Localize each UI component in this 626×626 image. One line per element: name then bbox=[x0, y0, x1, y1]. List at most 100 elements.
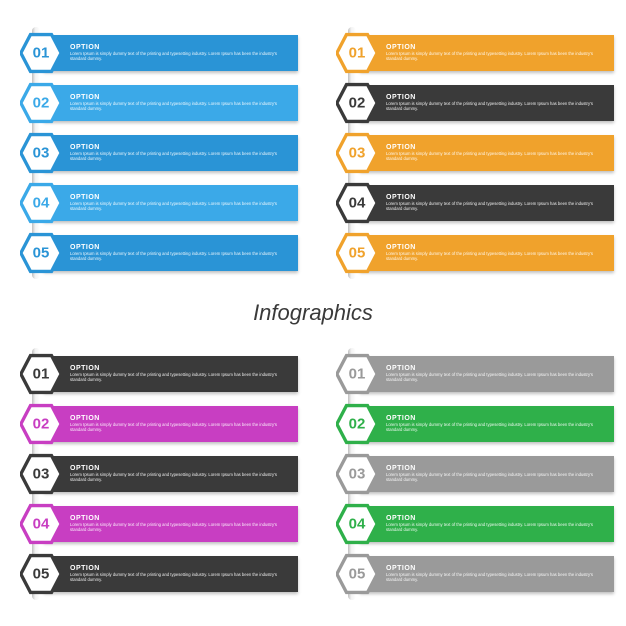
option-number: 03 bbox=[349, 465, 366, 482]
option-banner: OPTIONLorem Ipsum is simply dummy text o… bbox=[44, 356, 298, 392]
option-body: Lorem Ipsum is simply dummy text of the … bbox=[70, 151, 286, 162]
option-banner: OPTIONLorem Ipsum is simply dummy text o… bbox=[360, 35, 614, 71]
center-title: Infographics bbox=[253, 300, 373, 326]
option-title: OPTION bbox=[386, 244, 602, 251]
hex-badge: 05 bbox=[336, 553, 378, 595]
option-banner: OPTIONLorem Ipsum is simply dummy text o… bbox=[360, 506, 614, 542]
option-banner: OPTIONLorem Ipsum is simply dummy text o… bbox=[44, 556, 298, 592]
option-number: 04 bbox=[33, 194, 50, 211]
option-title: OPTION bbox=[70, 144, 286, 151]
option-body: Lorem Ipsum is simply dummy text of the … bbox=[386, 201, 602, 212]
option-number: 01 bbox=[33, 44, 50, 61]
option-title: OPTION bbox=[386, 144, 602, 151]
option-title: OPTION bbox=[70, 44, 286, 51]
option-body: Lorem Ipsum is simply dummy text of the … bbox=[386, 101, 602, 112]
option-number: 02 bbox=[349, 94, 366, 111]
option-banner: OPTIONLorem Ipsum is simply dummy text o… bbox=[360, 235, 614, 271]
option-row: 04OPTIONLorem Ipsum is simply dummy text… bbox=[336, 504, 614, 544]
option-number: 01 bbox=[33, 365, 50, 382]
option-title: OPTION bbox=[386, 415, 602, 422]
hex-badge: 04 bbox=[20, 503, 62, 545]
option-body: Lorem Ipsum is simply dummy text of the … bbox=[386, 51, 602, 62]
option-row: 02OPTIONLorem Ipsum is simply dummy text… bbox=[20, 404, 298, 444]
hex-badge: 01 bbox=[20, 353, 62, 395]
option-number: 05 bbox=[349, 565, 366, 582]
option-body: Lorem Ipsum is simply dummy text of the … bbox=[386, 572, 602, 583]
option-title: OPTION bbox=[70, 194, 286, 201]
option-number: 03 bbox=[349, 144, 366, 161]
option-banner: OPTIONLorem Ipsum is simply dummy text o… bbox=[44, 456, 298, 492]
hex-badge: 02 bbox=[20, 82, 62, 124]
option-number: 02 bbox=[349, 415, 366, 432]
hex-badge: 03 bbox=[20, 132, 62, 174]
hex-badge: 02 bbox=[336, 82, 378, 124]
hex-badge: 01 bbox=[20, 32, 62, 74]
option-row: 05OPTIONLorem Ipsum is simply dummy text… bbox=[20, 233, 298, 273]
option-number: 02 bbox=[33, 94, 50, 111]
hex-badge: 04 bbox=[336, 503, 378, 545]
option-row: 04 OPTIONLorem Ipsum is simply dummy text… bbox=[20, 183, 298, 223]
panel-body: 01OPTIONLorem Ipsum is simply dummy text… bbox=[328, 354, 614, 594]
option-row: 02OPTIONLorem Ipsum is simply dummy text… bbox=[20, 83, 298, 123]
option-title: OPTION bbox=[386, 465, 602, 472]
option-body: Lorem Ipsum is simply dummy text of the … bbox=[70, 201, 286, 212]
hex-badge: 01 bbox=[336, 353, 378, 395]
option-row: 05OPTIONLorem Ipsum is simply dummy text… bbox=[336, 554, 614, 594]
option-banner: OPTIONLorem Ipsum is simply dummy text o… bbox=[360, 185, 614, 221]
option-banner: OPTIONLorem Ipsum is simply dummy text o… bbox=[44, 235, 298, 271]
option-banner: OPTIONLorem Ipsum is simply dummy text o… bbox=[360, 85, 614, 121]
option-body: Lorem Ipsum is simply dummy text of the … bbox=[70, 572, 286, 583]
option-number: 04 bbox=[349, 194, 366, 211]
option-banner: OPTIONLorem Ipsum is simply dummy text o… bbox=[360, 456, 614, 492]
option-banner: OPTIONLorem Ipsum is simply dummy text o… bbox=[44, 135, 298, 171]
option-title: OPTION bbox=[70, 465, 286, 472]
option-title: OPTION bbox=[70, 365, 286, 372]
option-body: Lorem Ipsum is simply dummy text of the … bbox=[70, 522, 286, 533]
option-banner: OPTIONLorem Ipsum is simply dummy text o… bbox=[44, 406, 298, 442]
option-row: 04OPTIONLorem Ipsum is simply dummy text… bbox=[20, 504, 298, 544]
option-body: Lorem Ipsum is simply dummy text of the … bbox=[386, 151, 602, 162]
hex-badge: 03 bbox=[336, 453, 378, 495]
option-row: 03OPTIONLorem Ipsum is simply dummy text… bbox=[20, 133, 298, 173]
option-title: OPTION bbox=[386, 515, 602, 522]
option-banner: OPTIONLorem Ipsum is simply dummy text o… bbox=[44, 85, 298, 121]
option-title: OPTION bbox=[386, 44, 602, 51]
option-row: 01OPTIONLorem Ipsum is simply dummy text… bbox=[336, 354, 614, 394]
option-number: 01 bbox=[349, 365, 366, 382]
hex-badge: 04 bbox=[336, 182, 378, 224]
option-number: 02 bbox=[33, 415, 50, 432]
hex-badge: 05 bbox=[20, 232, 62, 274]
option-row: 01OPTIONLorem Ipsum is simply dummy text… bbox=[20, 33, 298, 73]
option-body: Lorem Ipsum is simply dummy text of the … bbox=[70, 101, 286, 112]
hex-badge: 05 bbox=[20, 553, 62, 595]
option-row: 04OPTIONLorem Ipsum is simply dummy text… bbox=[336, 183, 614, 223]
option-body: Lorem Ipsum is simply dummy text of the … bbox=[386, 522, 602, 533]
panel-body: 01OPTIONLorem Ipsum is simply dummy text… bbox=[12, 354, 298, 594]
option-row: 05OPTIONLorem Ipsum is simply dummy text… bbox=[20, 554, 298, 594]
panel-bottom-right: 01OPTIONLorem Ipsum is simply dummy text… bbox=[328, 333, 614, 614]
option-banner: OPTIONLorem Ipsum is simply dummy text o… bbox=[360, 556, 614, 592]
option-title: OPTION bbox=[386, 565, 602, 572]
option-number: 03 bbox=[33, 465, 50, 482]
hex-badge: 02 bbox=[20, 403, 62, 445]
option-title: OPTION bbox=[386, 365, 602, 372]
hex-badge: 02 bbox=[336, 403, 378, 445]
option-title: OPTION bbox=[70, 565, 286, 572]
option-number: 05 bbox=[33, 244, 50, 261]
option-number: 01 bbox=[349, 44, 366, 61]
option-banner: OPTIONLorem Ipsum is simply dummy text o… bbox=[360, 135, 614, 171]
panel-bottom-left: 01OPTIONLorem Ipsum is simply dummy text… bbox=[12, 333, 298, 614]
panel-top-left: 01OPTIONLorem Ipsum is simply dummy text… bbox=[12, 12, 298, 293]
option-number: 04 bbox=[349, 515, 366, 532]
option-number: 05 bbox=[33, 565, 50, 582]
option-title: OPTION bbox=[70, 515, 286, 522]
option-row: 03OPTIONLorem Ipsum is simply dummy text… bbox=[336, 454, 614, 494]
option-body: Lorem Ipsum is simply dummy text of the … bbox=[386, 251, 602, 262]
hex-badge: 03 bbox=[20, 453, 62, 495]
option-title: OPTION bbox=[70, 244, 286, 251]
option-banner: OPTIONLorem Ipsum is simply dummy text o… bbox=[360, 406, 614, 442]
option-banner: OPTIONLorem Ipsum is simply dummy text o… bbox=[360, 356, 614, 392]
hex-badge: 01 bbox=[336, 32, 378, 74]
option-banner: OPTIONLorem Ipsum is simply dummy text o… bbox=[44, 506, 298, 542]
option-number: 05 bbox=[349, 244, 366, 261]
